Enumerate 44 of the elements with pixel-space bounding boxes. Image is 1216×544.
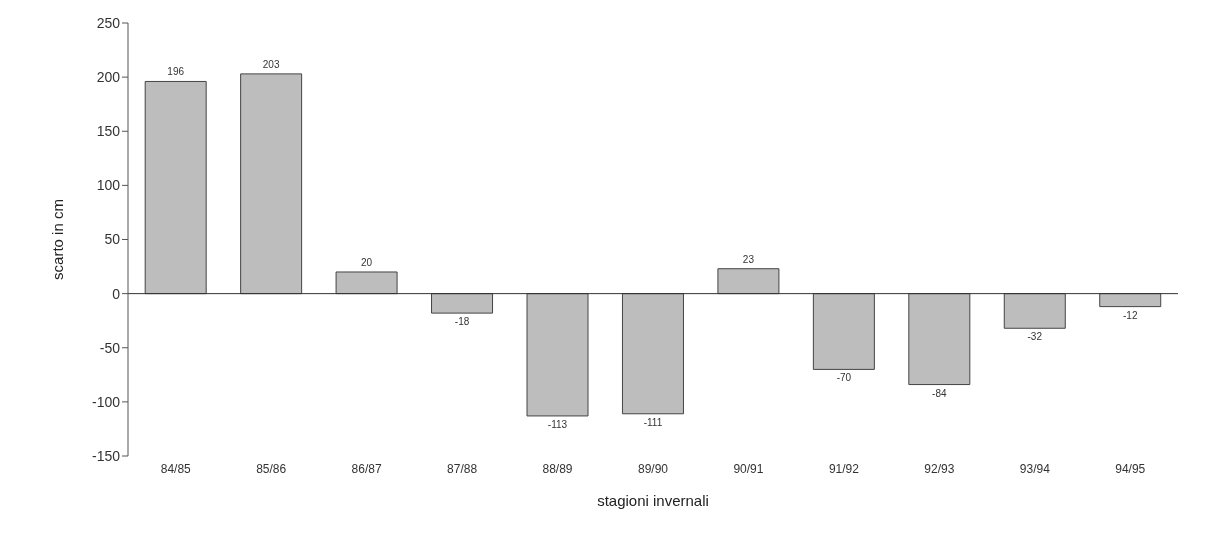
- y-tick-label: -50: [99, 339, 121, 356]
- x-tick-label: 89/90: [637, 461, 669, 476]
- y-tick-label: 250: [96, 14, 121, 31]
- data-label: -32: [1027, 331, 1043, 343]
- y-tick-label: 0: [112, 285, 121, 302]
- x-tick-label: 84/85: [160, 461, 192, 476]
- bar: [812, 293, 875, 370]
- data-label: -18: [454, 316, 470, 328]
- data-label: -111: [643, 416, 663, 428]
- x-tick-label: 92/93: [924, 461, 955, 476]
- data-label: 23: [742, 253, 755, 265]
- data-label: -113: [547, 418, 568, 430]
- bar: [240, 73, 303, 295]
- x-tick-label: 90/91: [733, 461, 764, 476]
- x-tick-label: 94/95: [1115, 461, 1146, 476]
- y-tick-label: -150: [91, 447, 121, 464]
- data-label: 196: [167, 66, 185, 78]
- x-tick-label: 87/88: [447, 461, 478, 476]
- bar: [1003, 293, 1066, 329]
- data-label: -12: [1123, 309, 1138, 321]
- y-tick-label: 150: [96, 123, 121, 140]
- bar: [1099, 293, 1162, 308]
- y-tick-label: 100: [96, 177, 121, 194]
- y-tick-label: 200: [96, 69, 121, 86]
- data-label: 203: [262, 58, 280, 70]
- y-tick-label: -100: [91, 393, 121, 410]
- x-tick-label: 86/87: [351, 461, 382, 476]
- y-tick-label: 50: [104, 231, 121, 248]
- bar: [526, 293, 589, 417]
- x-tick-label: 91/92: [828, 461, 860, 476]
- data-label: 20: [361, 256, 373, 268]
- x-tick-label: 88/89: [542, 461, 573, 476]
- bar: [621, 293, 684, 415]
- data-label: -84: [932, 387, 947, 399]
- x-tick-label: 93/94: [1019, 461, 1051, 476]
- data-label: -70: [836, 372, 852, 384]
- y-axis-title: scarto in cm: [49, 199, 67, 280]
- x-axis-title: stagioni invernali: [597, 492, 709, 509]
- bar: [144, 80, 207, 295]
- bar: [431, 293, 494, 314]
- x-tick-label: 85/86: [256, 461, 287, 476]
- bar: [717, 268, 780, 295]
- bar: [908, 293, 971, 386]
- bar: [335, 271, 398, 295]
